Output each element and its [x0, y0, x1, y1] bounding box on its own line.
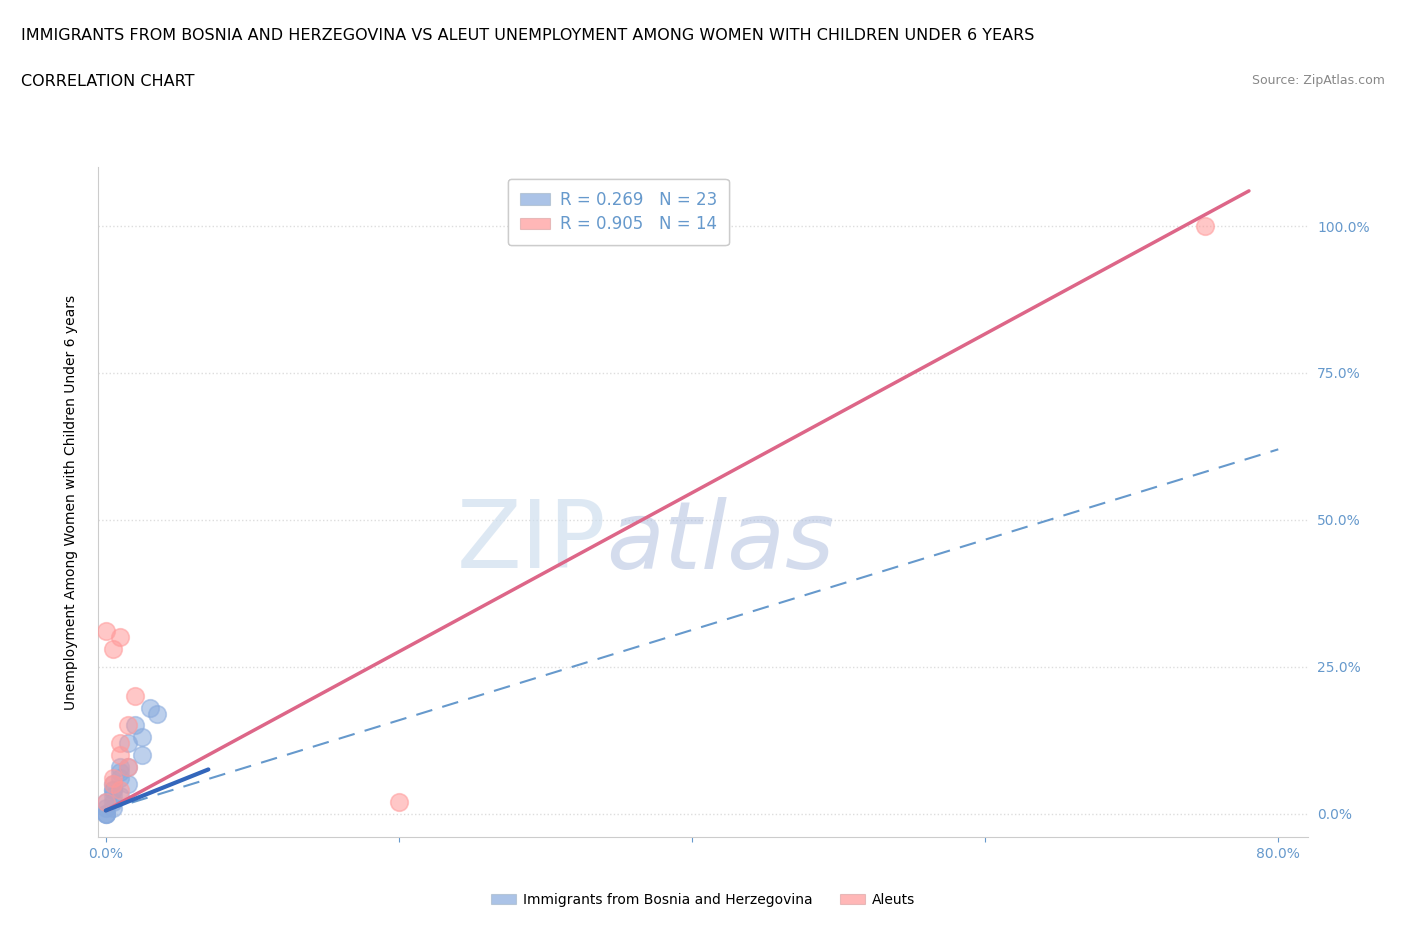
Point: [94, 800, 117, 815]
Point: [131, 748, 153, 763]
Point: [146, 706, 169, 721]
Point: [101, 777, 124, 791]
Point: [94, 806, 117, 821]
Point: [388, 794, 411, 809]
Point: [117, 759, 139, 774]
Point: [117, 759, 139, 774]
Point: [94, 806, 117, 821]
Point: [110, 736, 132, 751]
Point: [94, 624, 117, 639]
Text: atlas: atlas: [606, 497, 835, 588]
Point: [101, 782, 124, 797]
Y-axis label: Unemployment Among Women with Children Under 6 years: Unemployment Among Women with Children U…: [63, 295, 77, 710]
Legend: R = 0.269   N = 23, R = 0.905   N = 14: R = 0.269 N = 23, R = 0.905 N = 14: [508, 179, 728, 246]
Point: [94, 794, 117, 809]
Point: [117, 777, 139, 791]
Point: [131, 730, 153, 745]
Point: [94, 794, 117, 809]
Point: [101, 771, 124, 786]
Text: CORRELATION CHART: CORRELATION CHART: [21, 74, 194, 89]
Point: [101, 789, 124, 804]
Point: [110, 789, 132, 804]
Point: [101, 800, 124, 815]
Point: [101, 794, 124, 809]
Point: [110, 782, 132, 797]
Point: [101, 642, 124, 657]
Point: [110, 765, 132, 780]
Point: [110, 759, 132, 774]
Legend: Immigrants from Bosnia and Herzegovina, Aleuts: Immigrants from Bosnia and Herzegovina, …: [484, 886, 922, 914]
Point: [110, 630, 132, 644]
Point: [138, 700, 160, 715]
Text: Source: ZipAtlas.com: Source: ZipAtlas.com: [1251, 74, 1385, 87]
Text: IMMIGRANTS FROM BOSNIA AND HERZEGOVINA VS ALEUT UNEMPLOYMENT AMONG WOMEN WITH CH: IMMIGRANTS FROM BOSNIA AND HERZEGOVINA V…: [21, 28, 1035, 43]
Point: [101, 777, 124, 791]
Point: [117, 718, 139, 733]
Point: [110, 748, 132, 763]
Point: [117, 736, 139, 751]
Point: [94, 806, 117, 821]
Point: [110, 771, 132, 786]
Point: [124, 688, 146, 703]
Point: [101, 782, 124, 797]
Point: [124, 718, 146, 733]
Text: ZIP: ZIP: [457, 497, 606, 589]
Point: [1194, 219, 1216, 233]
